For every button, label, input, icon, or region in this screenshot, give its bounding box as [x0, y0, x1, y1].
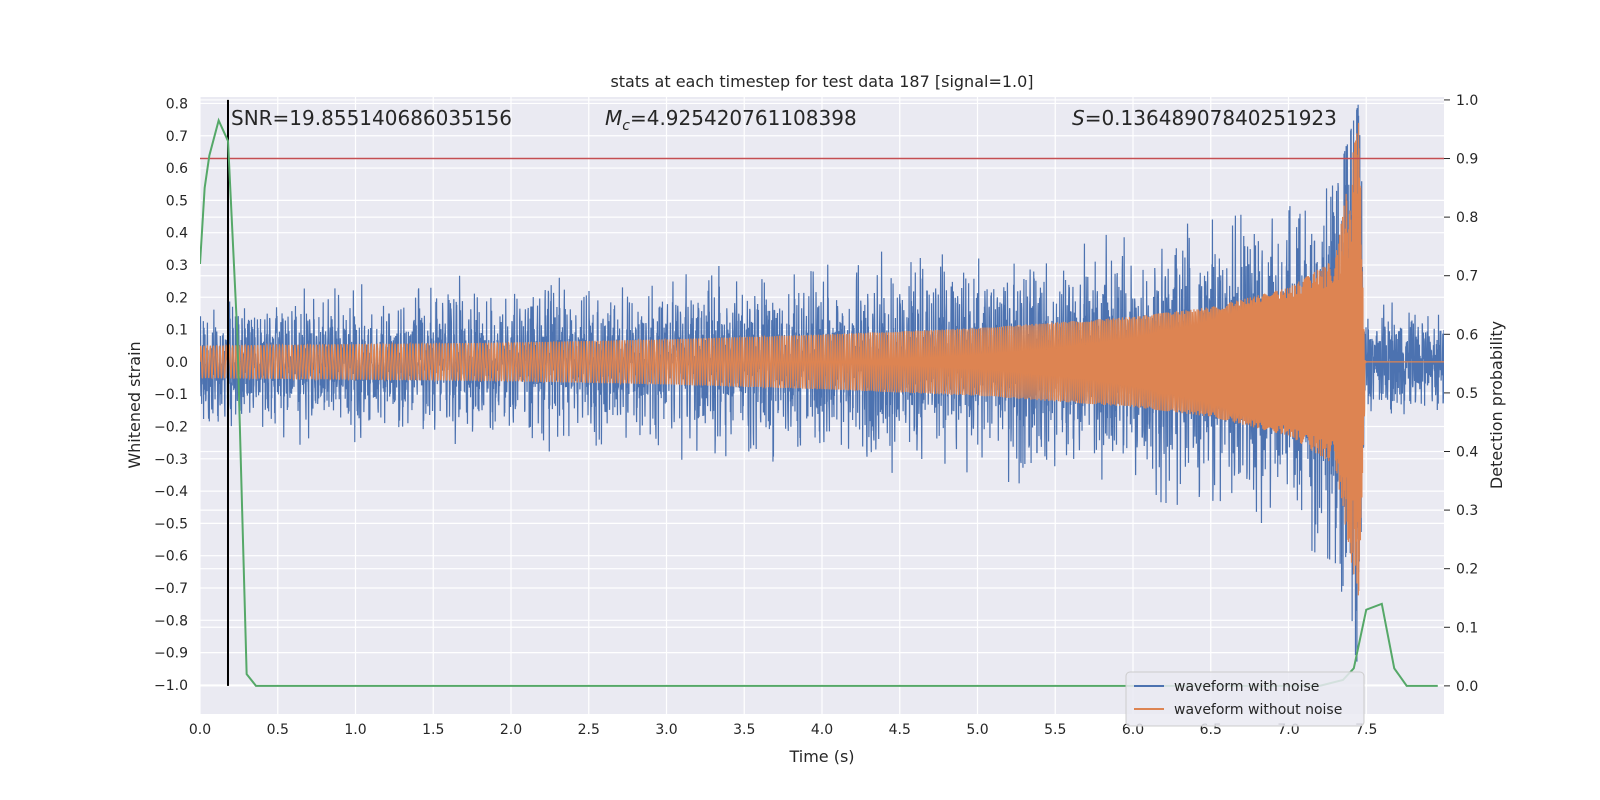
y2-tick-label: 0.1 — [1456, 620, 1478, 636]
y-tick-label: −0.3 — [154, 452, 188, 468]
y-tick-label: 0.0 — [166, 355, 188, 371]
legend-label-clean: waveform without noise — [1174, 702, 1342, 718]
x-axis-label: Time (s) — [788, 747, 854, 766]
y2-tick-label: 0.3 — [1456, 503, 1478, 519]
y-tick-label: 0.2 — [166, 290, 188, 306]
y2-tick-label: 0.4 — [1456, 444, 1478, 460]
y-tick-label: 0.5 — [166, 193, 188, 209]
y2-tick-label: 0.7 — [1456, 269, 1478, 285]
x-tick-label: 1.0 — [344, 722, 366, 738]
y2-tick-label: 0.6 — [1456, 327, 1478, 343]
x-tick-label: 2.5 — [578, 722, 600, 738]
y-tick-label: −0.1 — [154, 387, 188, 403]
y2-tick-label: 0.5 — [1456, 386, 1478, 402]
x-axis-ticks: 0.0 0.5 1.0 1.5 2.0 2.5 3.0 3.5 4.0 4.5 5.0 5.5 6.0 6… — [189, 722, 1378, 738]
y-tick-label: −0.4 — [154, 484, 188, 500]
y-tick-label: −0.6 — [154, 549, 188, 565]
series-waveform-without-noise — [200, 122, 1444, 596]
y-tick-label: 0.4 — [166, 226, 188, 242]
y-tick-label: 0.8 — [166, 96, 188, 112]
chart-title: stats at each timestep for test data 187… — [610, 72, 1033, 91]
y-tick-label: −0.8 — [154, 613, 188, 629]
s-annotation: S=0.13648907840251923 — [1072, 106, 1337, 130]
y-axis-label: Whitened strain — [125, 341, 144, 468]
y2-tick-label: 0.0 — [1456, 679, 1478, 695]
y-tick-label: 0.7 — [166, 129, 188, 145]
y2-axis-ticks: 1.0 0.9 0.8 0.7 0.6 0.5 0.4 0.3 0.2 0.1 0.0 — [1444, 93, 1478, 695]
s-value: =0.13648907840251923 — [1085, 106, 1337, 130]
chirp-mass-subscript: c — [622, 118, 630, 134]
y-tick-label: −0.2 — [154, 419, 188, 435]
x-tick-label: 4.5 — [889, 722, 911, 738]
x-tick-label: 3.0 — [655, 722, 677, 738]
y-tick-label: 0.1 — [166, 323, 188, 339]
chirp-mass-symbol: M — [605, 106, 622, 130]
y-axis-ticks: 0.8 0.7 0.6 0.5 0.4 0.3 0.2 0.1 0.0 −0.1 −0.2 −0.3 −… — [154, 96, 188, 693]
y2-axis-label: Detection probability — [1487, 321, 1506, 489]
y2-tick-label: 0.9 — [1456, 152, 1478, 168]
x-tick-label: 3.5 — [733, 722, 755, 738]
y-tick-label: −0.5 — [154, 516, 188, 532]
y-tick-label: −0.9 — [154, 646, 188, 662]
y2-tick-label: 1.0 — [1456, 93, 1478, 109]
y2-tick-label: 0.2 — [1456, 562, 1478, 578]
y2-tick-label: 0.8 — [1456, 210, 1478, 226]
legend-box — [1125, 671, 1365, 727]
chirp-mass-value: =4.925420761108398 — [630, 106, 857, 130]
x-tick-label: 1.5 — [422, 722, 444, 738]
chirp-mass-annotation: Mc=4.925420761108398 — [605, 106, 857, 134]
legend-label-noise: waveform with noise — [1174, 679, 1319, 695]
x-tick-label: 0.5 — [267, 722, 289, 738]
y-tick-label: −0.7 — [154, 581, 188, 597]
x-tick-label: 5.5 — [1044, 722, 1066, 738]
s-symbol: S — [1072, 106, 1085, 130]
x-tick-label: 4.0 — [811, 722, 833, 738]
snr-annotation: SNR=19.855140686035156 — [231, 106, 512, 130]
y-tick-label: 0.3 — [166, 258, 188, 274]
x-tick-label: 2.0 — [500, 722, 522, 738]
x-tick-label: 0.0 — [189, 722, 211, 738]
y-tick-label: 0.6 — [166, 161, 188, 177]
legend: waveform with noise waveform without noi… — [1125, 671, 1365, 727]
x-tick-label: 5.0 — [966, 722, 988, 738]
y-tick-label: −1.0 — [154, 678, 188, 694]
